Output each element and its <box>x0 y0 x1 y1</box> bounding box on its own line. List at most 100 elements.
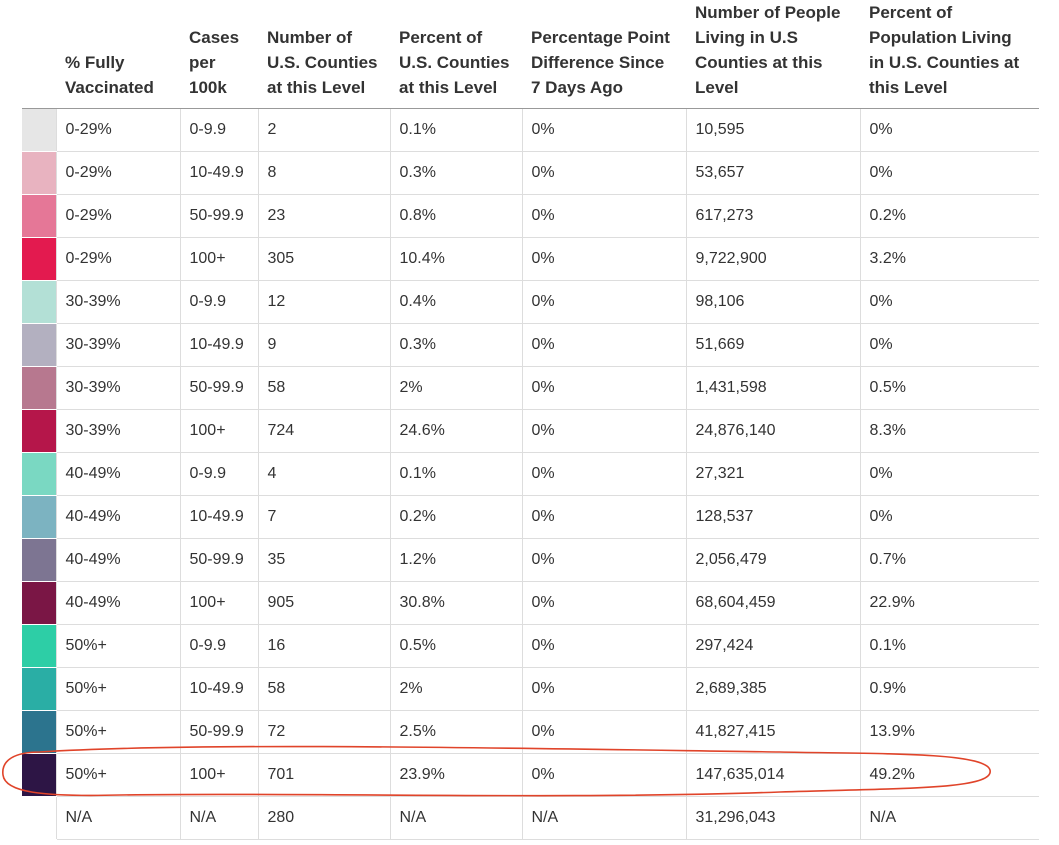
color-swatch <box>22 710 56 754</box>
table-cell: 30-39% <box>55 323 180 367</box>
table-cell: 0-9.9 <box>179 624 258 668</box>
header-line: Number of <box>267 28 352 47</box>
table-cell: 68,604,459 <box>685 581 860 625</box>
table-cell: 100+ <box>179 409 258 453</box>
header-line: Percent of <box>399 28 483 47</box>
table-cell: 0% <box>521 280 686 324</box>
table-cell: 0.2% <box>859 194 1039 238</box>
table-cell: 72 <box>257 710 390 754</box>
header-line: 7 Days Ago <box>531 78 623 97</box>
table-row: 30-39% 10-49.9 9 0.3% 0% 51,669 0% <box>22 323 1039 367</box>
table-cell: 0.3% <box>389 323 522 367</box>
table-cell: 0% <box>859 108 1039 152</box>
table-cell: 0-29% <box>55 108 180 152</box>
table-cell: 10-49.9 <box>179 667 258 711</box>
table-cell: N/A <box>389 796 522 840</box>
table-cell: 2% <box>389 667 522 711</box>
table-cell: 30-39% <box>55 280 180 324</box>
table-cell: 8 <box>257 151 390 195</box>
table-cell: 2 <box>257 108 390 152</box>
header-line: Level <box>695 78 739 97</box>
table-cell: 905 <box>257 581 390 625</box>
table-row: 40-49% 10-49.9 7 0.2% 0% 128,537 0% <box>22 495 1039 539</box>
table-row: 40-49% 50-99.9 35 1.2% 0% 2,056,479 0.7% <box>22 538 1039 582</box>
table-cell: 31,296,043 <box>685 796 860 840</box>
table-cell: 0.3% <box>389 151 522 195</box>
table-cell: 0% <box>859 495 1039 539</box>
color-swatch <box>22 495 56 539</box>
table-cell: 53,657 <box>685 151 860 195</box>
table-cell: 1,431,598 <box>685 366 860 410</box>
table-cell: 9,722,900 <box>685 237 860 281</box>
table-cell: 10-49.9 <box>179 495 258 539</box>
table-cell: 0% <box>521 108 686 152</box>
table-cell: 100+ <box>179 237 258 281</box>
table-cell: 10.4% <box>389 237 522 281</box>
table-cell: 10-49.9 <box>179 323 258 367</box>
header-line: at this Level <box>399 78 498 97</box>
table-cell: 16 <box>257 624 390 668</box>
table-cell: 0.2% <box>389 495 522 539</box>
table-cell: 0-29% <box>55 194 180 238</box>
header-line: % Fully <box>65 53 125 72</box>
table-cell: 50%+ <box>55 710 180 754</box>
table-cell: 100+ <box>179 753 258 797</box>
table-row: 0-29% 10-49.9 8 0.3% 0% 53,657 0% <box>22 151 1039 195</box>
table-cell: 280 <box>257 796 390 840</box>
color-swatch <box>22 538 56 582</box>
table-cell: 50-99.9 <box>179 710 258 754</box>
table-cell: 40-49% <box>55 452 180 496</box>
header-line: Vaccinated <box>65 78 154 97</box>
column-header: Number of U.S. Counties at this Level <box>258 0 390 109</box>
table-cell: 701 <box>257 753 390 797</box>
table-cell: 98,106 <box>685 280 860 324</box>
header-line: Cases <box>189 28 240 47</box>
table-cell: 30-39% <box>55 366 180 410</box>
table-cell: 40-49% <box>55 581 180 625</box>
table-cell: 147,635,014 <box>685 753 860 797</box>
header-line: at this Level <box>267 78 366 97</box>
table-cell: 0-9.9 <box>179 452 258 496</box>
table-row: 30-39% 0-9.9 12 0.4% 0% 98,106 0% <box>22 280 1039 324</box>
color-swatch <box>22 624 56 668</box>
color-swatch <box>22 108 56 152</box>
table-cell: 2,056,479 <box>685 538 860 582</box>
column-header: % Fully Vaccinated <box>56 0 180 109</box>
table-cell: 0% <box>521 624 686 668</box>
color-swatch <box>22 194 56 238</box>
table-cell: 0% <box>521 323 686 367</box>
header-line: 100k <box>189 78 227 97</box>
table-row: 50%+ 100+ 701 23.9% 0% 147,635,014 49.2% <box>22 753 1039 797</box>
table-cell: 0% <box>521 581 686 625</box>
table-cell: 0% <box>521 409 686 453</box>
table-cell: 0% <box>521 194 686 238</box>
table-cell: 0.1% <box>389 452 522 496</box>
table-cell: 3.2% <box>859 237 1039 281</box>
table-cell: 0% <box>521 495 686 539</box>
table-cell: 35 <box>257 538 390 582</box>
table-cell: N/A <box>859 796 1039 840</box>
header-line: Percent of <box>869 3 953 22</box>
table-cell: 0% <box>521 452 686 496</box>
table-cell: 0-29% <box>55 151 180 195</box>
table-cell: 2,689,385 <box>685 667 860 711</box>
table-cell: 0.7% <box>859 538 1039 582</box>
table-cell: 0% <box>521 538 686 582</box>
table-cell: 0.1% <box>859 624 1039 668</box>
table-cell: 50%+ <box>55 667 180 711</box>
table-row: 50%+ 10-49.9 58 2% 0% 2,689,385 0.9% <box>22 667 1039 711</box>
table-cell: 0% <box>859 151 1039 195</box>
table-body: 0-29% 0-9.9 2 0.1% 0% 10,595 0% 0-29% 10-49.9 8 0.… <box>22 108 1039 840</box>
table-cell: 30-39% <box>55 409 180 453</box>
table-cell: 0.8% <box>389 194 522 238</box>
color-swatch <box>22 753 56 797</box>
table-cell: 0% <box>859 452 1039 496</box>
table-cell: 40-49% <box>55 538 180 582</box>
table-cell: 2% <box>389 366 522 410</box>
table-cell: 0% <box>521 710 686 754</box>
table-cell: 0% <box>521 237 686 281</box>
table-cell: 50%+ <box>55 624 180 668</box>
table-row: 50%+ 0-9.9 16 0.5% 0% 297,424 0.1% <box>22 624 1039 668</box>
header-row: % Fully Vaccinated Cases per 100k Number of U.… <box>22 0 1039 109</box>
